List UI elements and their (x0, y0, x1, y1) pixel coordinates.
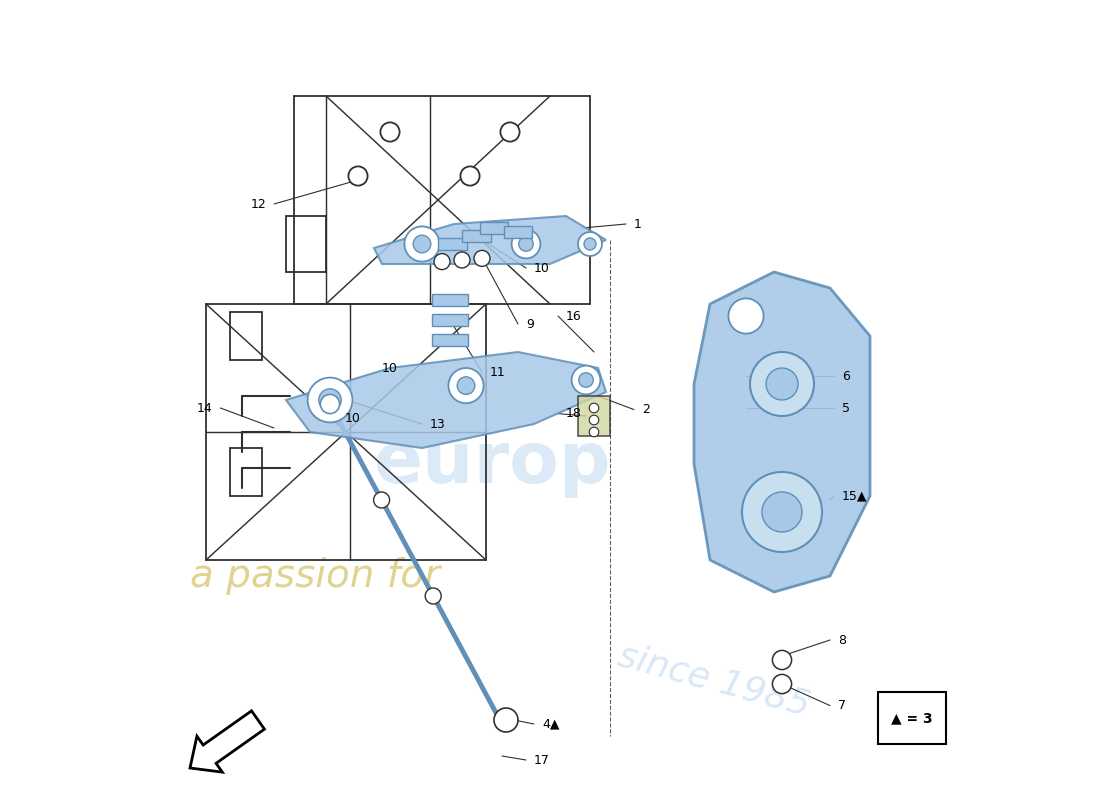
Text: 7: 7 (838, 699, 846, 712)
Circle shape (590, 403, 598, 413)
Bar (504, 226, 532, 238)
Text: 5: 5 (842, 402, 850, 414)
Bar (432, 314, 468, 326)
Circle shape (772, 674, 792, 694)
Circle shape (308, 378, 352, 422)
Text: 9: 9 (526, 318, 534, 330)
Circle shape (319, 389, 341, 411)
Circle shape (494, 708, 518, 732)
Text: 8: 8 (838, 634, 846, 646)
Circle shape (461, 166, 480, 186)
Polygon shape (374, 216, 606, 264)
Circle shape (772, 650, 792, 670)
Circle shape (500, 122, 519, 142)
FancyArrow shape (190, 711, 264, 772)
Polygon shape (578, 396, 610, 436)
Circle shape (519, 237, 534, 251)
Circle shape (474, 250, 490, 266)
Text: since 1985: since 1985 (614, 638, 813, 722)
Circle shape (512, 230, 540, 258)
FancyBboxPatch shape (230, 312, 262, 360)
FancyBboxPatch shape (230, 448, 262, 496)
Circle shape (572, 366, 601, 394)
Circle shape (458, 377, 475, 394)
Circle shape (578, 232, 602, 256)
Circle shape (454, 252, 470, 268)
Circle shape (750, 352, 814, 416)
Circle shape (374, 492, 389, 508)
Circle shape (742, 472, 822, 552)
Circle shape (320, 394, 340, 414)
FancyBboxPatch shape (286, 216, 326, 272)
Circle shape (434, 254, 450, 270)
Text: 13: 13 (430, 418, 446, 430)
Text: 17: 17 (534, 754, 550, 766)
Text: 15▲: 15▲ (842, 490, 868, 502)
Text: 12: 12 (251, 198, 266, 210)
Text: 18: 18 (566, 407, 582, 420)
Text: 1: 1 (634, 218, 642, 230)
Circle shape (381, 122, 399, 142)
Circle shape (414, 235, 431, 253)
Circle shape (584, 238, 596, 250)
Bar (438, 238, 466, 250)
Text: 10: 10 (534, 262, 550, 274)
Circle shape (762, 492, 802, 532)
FancyBboxPatch shape (878, 692, 946, 744)
Text: 10: 10 (382, 362, 398, 374)
Circle shape (766, 368, 797, 400)
Bar (432, 294, 468, 306)
Polygon shape (694, 272, 870, 592)
Text: 10: 10 (344, 412, 361, 425)
Text: 4▲: 4▲ (542, 718, 560, 730)
Text: 6: 6 (842, 370, 850, 382)
Circle shape (405, 226, 440, 262)
Polygon shape (286, 352, 606, 448)
Text: 2: 2 (642, 403, 650, 416)
Text: ▲ = 3: ▲ = 3 (891, 711, 933, 725)
Text: 11: 11 (490, 366, 506, 378)
Circle shape (449, 368, 484, 403)
Circle shape (349, 166, 367, 186)
Circle shape (728, 298, 763, 334)
Circle shape (426, 588, 441, 604)
Circle shape (590, 415, 598, 425)
Text: a passion for: a passion for (190, 557, 440, 595)
Circle shape (579, 373, 593, 387)
Text: europ: europ (374, 430, 612, 498)
Circle shape (590, 427, 598, 437)
Bar (480, 222, 508, 234)
Text: 14: 14 (197, 402, 212, 414)
Text: 16: 16 (566, 310, 582, 322)
Bar (432, 334, 468, 346)
Bar (462, 230, 491, 242)
